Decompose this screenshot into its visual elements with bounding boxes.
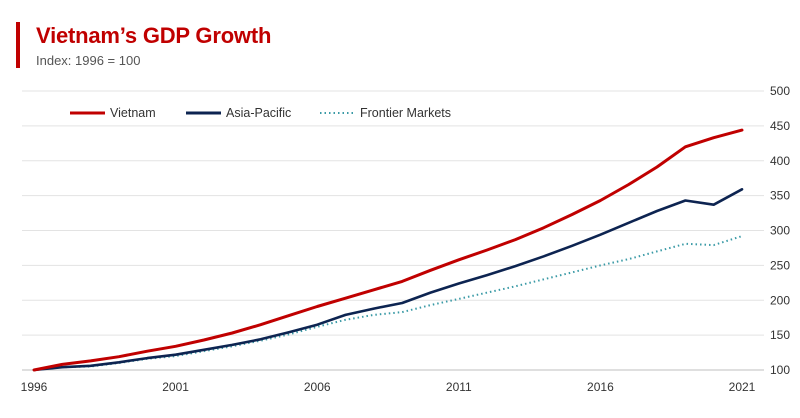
series-lines	[32, 128, 744, 372]
x-tick-label-2021: 2021	[729, 380, 756, 394]
y-tick-label-200: 200	[770, 293, 790, 307]
y-tick-label-500: 500	[770, 84, 790, 98]
y-tick-label-250: 250	[770, 258, 790, 272]
legend: Vietnam Asia-Pacific Frontier Markets	[70, 106, 451, 120]
y-axis-tick-labels: 100 150 200 250 300 350 400 450 500	[770, 84, 790, 377]
x-axis-tick-labels: 1996 2001 2006 2011 2016 2021	[21, 380, 756, 394]
x-tick-label-2001: 2001	[162, 380, 189, 394]
x-tick-label-2006: 2006	[304, 380, 331, 394]
y-tick-label-450: 450	[770, 119, 790, 133]
chart-title: Vietnam’s GDP Growth	[36, 23, 272, 48]
legend-label-vietnam: Vietnam	[110, 106, 156, 120]
x-tick-label-2011: 2011	[446, 380, 472, 394]
title-accent-bar	[16, 22, 20, 68]
legend-label-asia-pacific: Asia-Pacific	[226, 106, 291, 120]
y-tick-label-150: 150	[770, 328, 790, 342]
series-line-asia-pacific	[32, 188, 744, 372]
y-tick-label-300: 300	[770, 224, 790, 238]
gridlines	[22, 90, 764, 371]
y-tick-label-100: 100	[770, 363, 790, 377]
y-tick-label-350: 350	[770, 189, 790, 203]
legend-label-frontier-markets: Frontier Markets	[360, 106, 451, 120]
series-line-vietnam	[32, 128, 744, 372]
x-tick-label-2016: 2016	[587, 380, 614, 394]
y-tick-label-400: 400	[770, 154, 790, 168]
x-tick-label-1996: 1996	[21, 380, 48, 394]
series-line-frontier-markets	[33, 235, 743, 371]
chart-subtitle: Index: 1996 = 100	[36, 53, 141, 68]
